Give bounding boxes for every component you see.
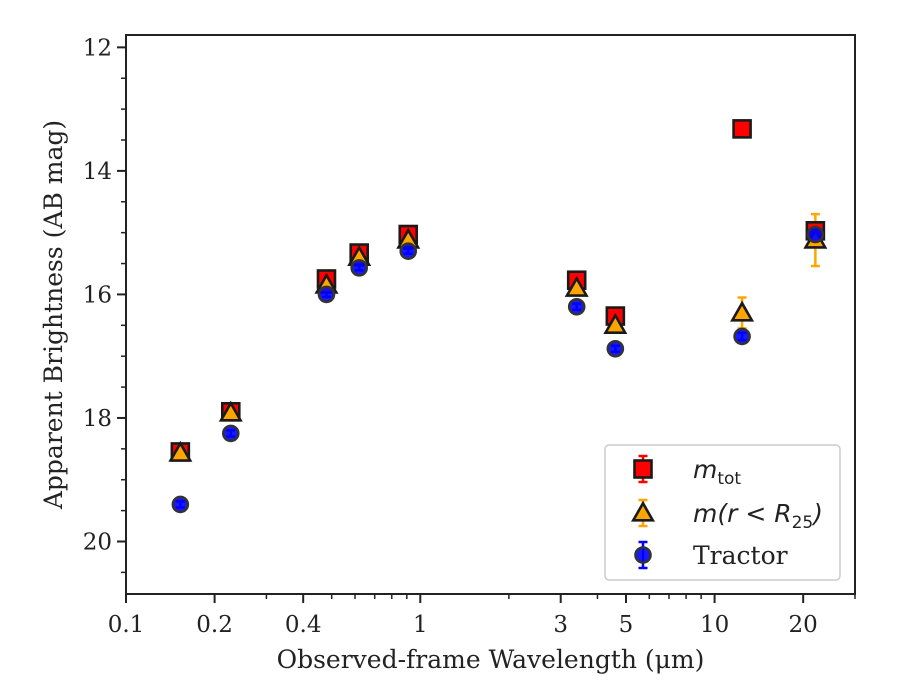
legend-label-tail: ): [811, 499, 823, 528]
x-tick-label: 0.2: [196, 612, 233, 638]
legend-marker-circle: [634, 546, 652, 564]
y-tick-label: 16: [83, 282, 112, 308]
legend-label-sub: tot: [717, 469, 741, 489]
data-point-triangle: [730, 300, 755, 322]
legend-label-sub: 25: [792, 513, 814, 533]
y-tick-label: 18: [83, 406, 112, 432]
data-point-circle: [317, 285, 336, 304]
data-point-circle: [171, 495, 190, 514]
data-point-triangle: [564, 275, 589, 297]
data-point-circle: [399, 242, 418, 260]
data-point-circle: [606, 339, 625, 358]
y-axis-title: Apparent Brightness (AB mag): [39, 120, 68, 510]
x-axis-title: Observed-frame Wavelength (μm): [277, 645, 705, 674]
legend-label-triangle: m(r < R25): [693, 499, 823, 533]
data-point-circle: [567, 297, 586, 316]
legend-box: [604, 444, 841, 581]
y-tick-label: 20: [83, 529, 112, 555]
data-point-square: [732, 119, 752, 139]
legend-marker-square: [633, 459, 653, 479]
data-point-circle: [806, 225, 825, 244]
legend: mtot m(r < R25) Tractor: [604, 444, 841, 581]
series-circle: [171, 225, 825, 514]
legend-label-circle: Tractor: [693, 541, 788, 570]
legend-marker-triangle: [630, 500, 656, 522]
series-square: [170, 119, 826, 462]
data-point-triangle: [603, 312, 628, 334]
data-point-circle: [350, 259, 368, 277]
y-tick-label: 12: [83, 35, 112, 61]
y-tick-label: 14: [83, 159, 112, 185]
data-point-triangle: [168, 440, 193, 462]
legend-label-square: mtot: [693, 455, 741, 489]
data-point-circle: [733, 327, 751, 346]
x-tick-label: 0.1: [108, 612, 145, 638]
legend-label-main: m(r < R: [693, 499, 792, 528]
plot-frame: [125, 34, 856, 595]
series-triangle: [168, 227, 828, 462]
legend-label-main: m: [693, 455, 717, 484]
x-tick-label: 10: [700, 612, 729, 638]
y-axis-ticks: 12 14 16 18 20: [83, 35, 126, 574]
x-tick-label: 20: [789, 612, 818, 638]
x-tick-label: 3: [553, 612, 568, 638]
data-point-triangle: [218, 400, 243, 422]
data-markers: [168, 119, 828, 514]
x-tick-label: 1: [413, 612, 428, 638]
x-axis-ticks: 0.1 0.2 0.4 1 3 5 10 20: [108, 594, 856, 638]
x-tick-label: 0.4: [285, 612, 322, 638]
x-tick-label: 5: [619, 612, 634, 638]
data-point-circle: [221, 424, 240, 443]
